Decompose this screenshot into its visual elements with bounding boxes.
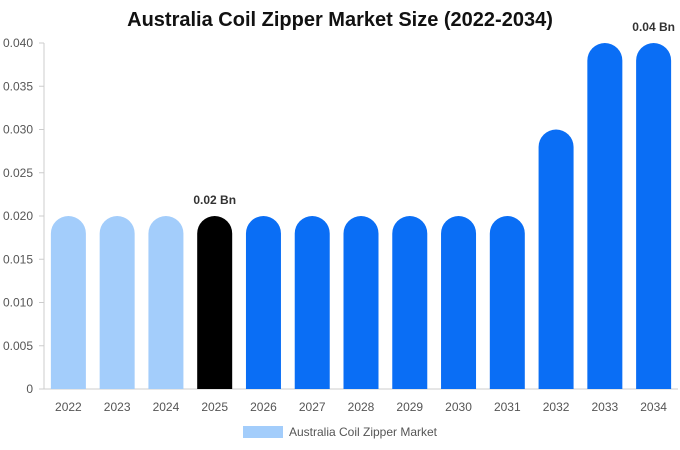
x-tick-label: 2025 bbox=[201, 400, 228, 414]
bar-2032[interactable] bbox=[538, 129, 574, 389]
chart-title: Australia Coil Zipper Market Size (2022-… bbox=[127, 9, 553, 31]
bar-2022[interactable] bbox=[50, 216, 86, 389]
bar-2025[interactable] bbox=[197, 216, 233, 389]
bar-2033[interactable] bbox=[587, 43, 623, 389]
x-tick-label: 2030 bbox=[445, 400, 472, 414]
y-tick-label: 0.030 bbox=[3, 123, 33, 137]
y-tick-label: 0.010 bbox=[3, 296, 33, 310]
bar-2030[interactable] bbox=[441, 216, 477, 389]
x-tick-label: 2022 bbox=[55, 400, 82, 414]
x-tick-label: 2031 bbox=[494, 400, 521, 414]
x-tick-label: 2032 bbox=[543, 400, 570, 414]
bar-2023[interactable] bbox=[99, 216, 135, 389]
bar-2029[interactable] bbox=[392, 216, 428, 389]
x-tick-label: 2029 bbox=[396, 400, 423, 414]
bar-2026[interactable] bbox=[245, 215, 281, 389]
legend-swatch bbox=[242, 426, 283, 438]
data-label-2025: 0.02 Bn bbox=[193, 193, 236, 207]
y-tick-label: 0.025 bbox=[3, 166, 33, 180]
bar-2031[interactable] bbox=[489, 216, 525, 389]
x-tick-label: 2027 bbox=[299, 400, 326, 414]
bar-2027[interactable] bbox=[294, 216, 330, 389]
y-tick-label: 0 bbox=[26, 382, 33, 396]
y-tick-label: 0.015 bbox=[3, 252, 33, 266]
legend-label: Australia Coil Zipper Market bbox=[288, 425, 438, 439]
x-tick-label: 2033 bbox=[591, 400, 618, 414]
legend[interactable]: Australia Coil Zipper Market bbox=[0, 425, 680, 439]
y-tick-label: 0.005 bbox=[3, 339, 33, 353]
x-tick-label: 2024 bbox=[153, 400, 180, 414]
y-tick-label: 0.035 bbox=[3, 79, 33, 93]
y-tick-label: 0.040 bbox=[3, 36, 33, 50]
x-tick-label: 2028 bbox=[348, 400, 375, 414]
x-tick-label: 2034 bbox=[640, 400, 667, 414]
bar-2034[interactable] bbox=[636, 43, 672, 389]
bar-2028[interactable] bbox=[343, 216, 379, 389]
x-tick-label: 2026 bbox=[250, 400, 277, 414]
data-label-2034: 0.04 Bn bbox=[632, 20, 675, 34]
x-tick-label: 2023 bbox=[104, 400, 131, 414]
y-tick-label: 0.020 bbox=[3, 209, 33, 223]
bar-2024[interactable] bbox=[148, 216, 184, 389]
